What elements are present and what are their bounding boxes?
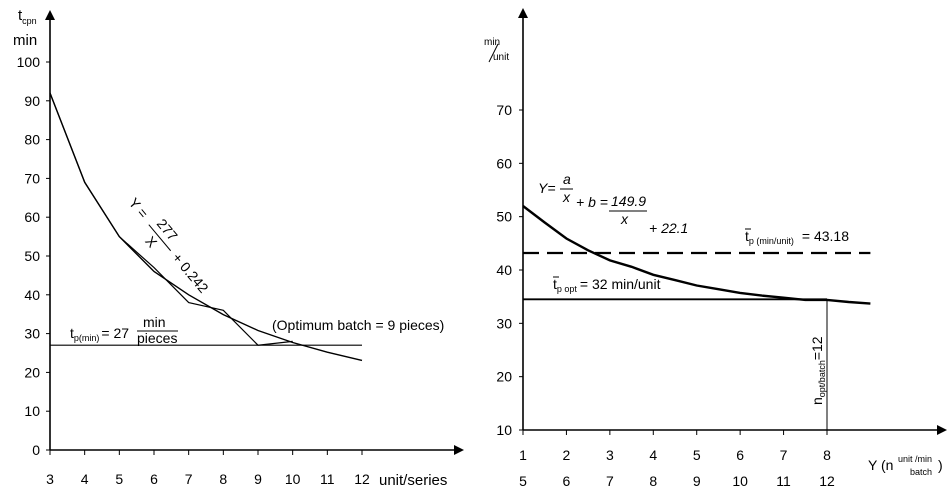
left-y-tick-label: 30: [24, 326, 40, 342]
svg-text:unit: unit: [493, 52, 509, 63]
right-x-tick-label-bottom: 9: [693, 473, 701, 489]
right-series: [522, 205, 871, 430]
left-y-tick-label: 50: [24, 248, 40, 264]
right-mean-label: tp (min/unit) = 43.18: [745, 228, 849, 246]
svg-text:nopt/batch=12: nopt/batch=12: [809, 336, 827, 405]
left-y-tick-label: 70: [24, 170, 40, 186]
left-chart: 0 10 20 30 40 50 60 70 80 90 100 3 4 5 6 7 8 9 10 11 12 tcp…: [13, 7, 464, 489]
right-y-tick-label: 70: [496, 102, 512, 118]
left-y-tick-label: 0: [32, 442, 40, 458]
left-x-tick-label: 11: [320, 471, 335, 487]
left-y-unit: min: [13, 32, 37, 49]
right-nopt-label: nopt/batch=12: [809, 336, 827, 405]
left-fitted-curve: [49, 92, 363, 362]
right-y-tick-label: 40: [496, 262, 512, 278]
left-y-label: tcpn: [18, 7, 37, 26]
left-x-tick-label: 3: [46, 471, 54, 487]
left-x-tick-label: 8: [219, 471, 227, 487]
left-formula: Y = 277 X + 0.242: [126, 195, 212, 296]
right-y-tick-label: 50: [496, 209, 512, 225]
left-x-tick-label: 12: [354, 471, 370, 487]
svg-text:tp (min/unit)= 43.18: tp (min/unit) = 43.18: [745, 228, 849, 246]
svg-text:tp opt= 32 min/unit: tp opt = 32 min/unit: [553, 276, 661, 294]
left-x-tick-label: 10: [285, 471, 301, 487]
right-x-tick-label-top: 1: [519, 447, 527, 463]
right-x-tick-label-bottom: 8: [649, 473, 657, 489]
left-x-tick-label: 6: [150, 471, 158, 487]
left-tmin-label: tp(min) = 27 min pieces: [70, 314, 178, 346]
right-x-ticks: 1 5 2 6 3 7 4 8 5 9 6 10 7 11 8 12: [519, 430, 835, 489]
left-y-tick-label: 100: [17, 54, 41, 70]
right-chart: 10 20 30 40 50 60 70 1 5 2 6 3 7 4 8 5 9 6 10 7 11 8 12 min u…: [484, 8, 947, 489]
right-formula: Y= a x + b = 149.9 x + 22.1: [538, 171, 688, 236]
right-y-tick-label: 30: [496, 315, 512, 331]
svg-text:Y =: Y =: [126, 195, 152, 221]
right-y-tick-label: 20: [496, 369, 512, 385]
left-y-tick-label: 20: [24, 364, 40, 380]
right-x-tick-label-top: 6: [736, 447, 744, 463]
left-y-tick-label: 40: [24, 287, 40, 303]
svg-text:a: a: [563, 171, 571, 187]
right-x-tick-label-top: 4: [649, 447, 657, 463]
right-y-tick-label: 10: [496, 422, 512, 438]
right-y-tick-label: 60: [496, 155, 512, 171]
left-x-tick-label: 9: [254, 471, 262, 487]
svg-text:min: min: [143, 314, 166, 330]
svg-text:149.9: 149.9: [611, 193, 646, 209]
left-series: [49, 92, 363, 362]
right-x-tick-label-bottom: 12: [819, 473, 835, 489]
svg-text:): ): [938, 457, 943, 473]
svg-text:Y=: Y=: [538, 180, 556, 196]
svg-text:tp(min)= 27: tp(min) = 27: [70, 325, 129, 343]
right-x-tick-label-bottom: 5: [519, 473, 527, 489]
left-empirical-line: [49, 92, 293, 346]
left-y-tick-label: 60: [24, 209, 40, 225]
right-x-tick-label-bottom: 7: [606, 473, 614, 489]
left-y-tick-label: 90: [24, 93, 40, 109]
right-y-ticks: 10 20 30 40 50 60 70: [496, 102, 523, 438]
svg-text:+ 22.1: + 22.1: [649, 220, 688, 236]
left-x-tick-label: 7: [185, 471, 193, 487]
left-y-tick-label: 80: [24, 132, 40, 148]
svg-text:unit: unit: [898, 454, 913, 464]
left-optimum-label: (Optimum batch = 9 pieces): [272, 317, 444, 333]
right-x-tick-label-top: 5: [693, 447, 701, 463]
svg-text:+ b =: + b =: [576, 194, 608, 210]
svg-text:x: x: [562, 189, 571, 205]
left-x-tick-label: 4: [81, 471, 89, 487]
right-x-tick-label-top: 7: [780, 447, 788, 463]
svg-text:/min: /min: [915, 454, 932, 464]
right-x-tick-label-top: 2: [563, 447, 571, 463]
svg-text:x: x: [620, 211, 629, 227]
right-x-tick-label-bottom: 6: [563, 473, 571, 489]
left-y-ticks: 0 10 20 30 40 50 60 70 80 90 100: [17, 54, 50, 458]
right-x-axis-label: Y (n unit /min batch ): [868, 454, 943, 477]
right-x-tick-label-top: 8: [823, 447, 831, 463]
left-y-tick-label: 10: [24, 403, 40, 419]
right-x-tick-label-top: 3: [606, 447, 614, 463]
right-x-tick-label-bottom: 11: [776, 473, 791, 489]
svg-text:min: min: [484, 37, 500, 48]
right-y-unit: min unit: [484, 37, 509, 63]
left-x-ticks: 3 4 5 6 7 8 9 10 11 12: [46, 450, 370, 487]
right-opt-label: tp opt = 32 min/unit: [553, 276, 661, 294]
svg-text:Y (n: Y (n: [868, 457, 893, 473]
svg-text:batch: batch: [910, 467, 932, 477]
left-x-label: unit/series: [379, 472, 447, 489]
left-x-tick-label: 5: [115, 471, 123, 487]
svg-text:pieces: pieces: [137, 330, 177, 346]
right-x-tick-label-bottom: 10: [732, 473, 748, 489]
